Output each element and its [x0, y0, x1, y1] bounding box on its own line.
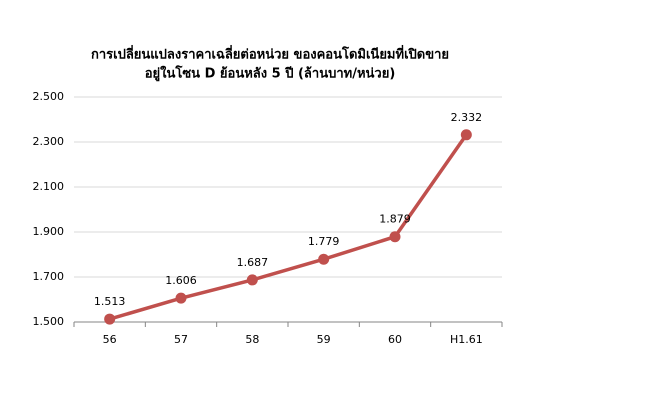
- y-tick-label: 1.700: [33, 270, 65, 283]
- data-label: 1.687: [237, 256, 269, 269]
- data-point: [246, 274, 258, 286]
- data-label: 2.332: [451, 111, 483, 124]
- data-point: [175, 292, 187, 304]
- chart-title: การเปลี่ยนแปลงราคาเฉลี่ยต่อหน่วย ของคอนโ…: [91, 45, 449, 63]
- data-label: 1.879: [379, 213, 411, 226]
- x-tick-label: 58: [245, 333, 259, 346]
- data-label: 1.779: [308, 235, 340, 248]
- data-point: [460, 129, 472, 141]
- y-tick-label: 1.900: [33, 225, 65, 238]
- y-tick-label: 2.300: [33, 135, 65, 148]
- y-tick-label: 1.500: [33, 315, 65, 328]
- x-tick-label: H1.61: [450, 333, 483, 346]
- y-tick-label: 2.100: [33, 180, 65, 193]
- data-point: [318, 253, 330, 265]
- data-label: 1.606: [165, 274, 197, 287]
- x-tick-label: 56: [103, 333, 117, 346]
- data-point: [389, 231, 401, 243]
- x-tick-label: 60: [388, 333, 402, 346]
- data-point: [104, 313, 116, 325]
- x-tick-label: 57: [174, 333, 188, 346]
- x-tick-label: 59: [317, 333, 331, 346]
- chart-title: อยู่ในโซน D ย้อนหลัง 5 ปี (ล้านบาท/หน่วย…: [145, 65, 396, 82]
- data-label: 1.513: [94, 295, 126, 308]
- series-line: [109, 133, 468, 321]
- y-tick-label: 2.500: [33, 90, 65, 103]
